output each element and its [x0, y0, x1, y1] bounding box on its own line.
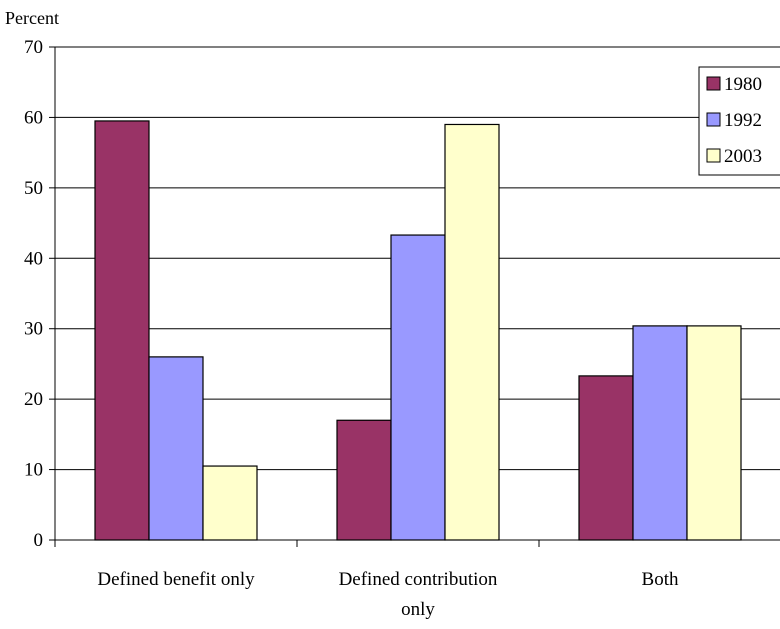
y-axis-label: Percent	[5, 8, 59, 28]
y-tick-label: 40	[24, 248, 43, 269]
legend-entry: 1992	[724, 110, 762, 131]
y-tick-label: 50	[24, 178, 43, 199]
legend-swatch-1992	[706, 112, 721, 127]
y-tick-label: 30	[24, 319, 43, 340]
legend-entry: 2003	[724, 146, 762, 167]
bar-2003-2	[686, 325, 742, 541]
bar-1992-2	[632, 325, 688, 541]
y-tick-label: 70	[24, 37, 43, 58]
category-label: Both	[642, 569, 679, 590]
category-label: only	[401, 599, 435, 620]
category-label: Defined benefit only	[97, 569, 255, 590]
category-labels: Defined benefit only Defined contribution…	[97, 569, 679, 620]
bar-1992-0	[148, 356, 204, 541]
y-tick-label: 60	[24, 107, 43, 128]
category-label: Defined contribution	[339, 569, 498, 590]
bar-2003-0	[202, 465, 258, 541]
y-tick-label: 20	[24, 389, 43, 410]
bars	[94, 120, 742, 541]
bar-1980-0	[94, 120, 150, 541]
y-tick-label: 0	[34, 530, 44, 551]
legend: 1980 1992 2003	[698, 66, 780, 176]
legend-entry: 1980	[724, 74, 762, 95]
bar-1980-2	[578, 375, 634, 541]
axes	[54, 47, 780, 547]
y-tick-labels: 0 10 20 30 40 50 60 70	[24, 37, 43, 551]
bar-1992-1	[390, 234, 446, 541]
bar-2003-1	[444, 123, 500, 541]
bar-1980-1	[336, 419, 392, 541]
legend-swatch-1980	[706, 76, 721, 91]
legend-swatch-2003	[706, 148, 721, 163]
y-tick-label: 10	[24, 460, 43, 481]
